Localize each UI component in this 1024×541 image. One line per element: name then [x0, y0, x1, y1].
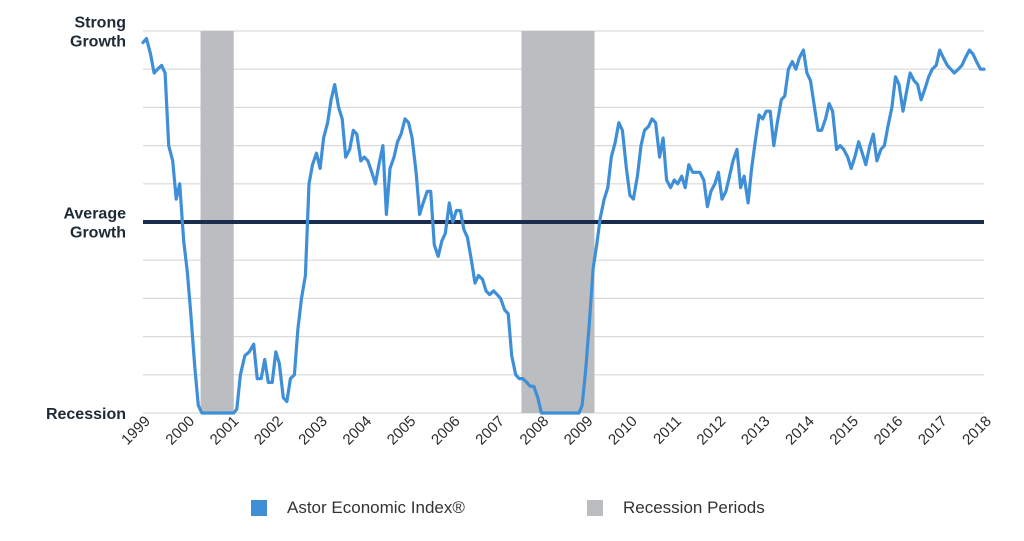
y-axis-label: Growth	[70, 34, 126, 51]
x-tick-label: 2006	[428, 413, 464, 449]
y-axis-label: Strong	[74, 15, 126, 32]
x-tick-label: 2016	[871, 413, 907, 449]
x-tick-label: 2012	[694, 413, 730, 449]
x-tick-label: 2011	[650, 413, 685, 448]
y-axis-label: Recession	[46, 406, 126, 423]
x-tick-label: 2003	[295, 413, 331, 449]
y-axis-label: Average	[63, 206, 126, 223]
x-tick-label: 2009	[561, 413, 597, 449]
chart-legend: Astor Economic Index® Recession Periods	[0, 494, 1024, 524]
x-tick-label: 2007	[472, 413, 508, 449]
x-tick-label: 2000	[162, 413, 198, 449]
legend-item-index: Astor Economic Index®	[251, 498, 465, 518]
x-tick-label: 2010	[605, 413, 641, 449]
x-tick-label: 2001	[207, 413, 243, 449]
y-axis-label: Growth	[70, 225, 126, 242]
x-tick-label: 2017	[915, 413, 951, 449]
x-tick-label: 2014	[782, 413, 818, 449]
legend-swatch-recession	[587, 500, 603, 516]
x-tick-label: 2008	[517, 413, 553, 449]
x-tick-label: 2013	[738, 413, 774, 449]
x-tick-label: 2018	[959, 413, 995, 449]
x-tick-label: 2004	[340, 413, 376, 449]
x-tick-label: 2005	[384, 413, 420, 449]
legend-swatch-index	[251, 500, 267, 516]
legend-item-recession: Recession Periods	[587, 498, 765, 518]
x-tick-label: 2002	[251, 413, 287, 449]
x-tick-label: 2015	[826, 413, 862, 449]
legend-label-index: Astor Economic Index®	[287, 498, 465, 517]
legend-label-recession: Recession Periods	[623, 498, 765, 517]
series-line-index	[141, 37, 986, 415]
